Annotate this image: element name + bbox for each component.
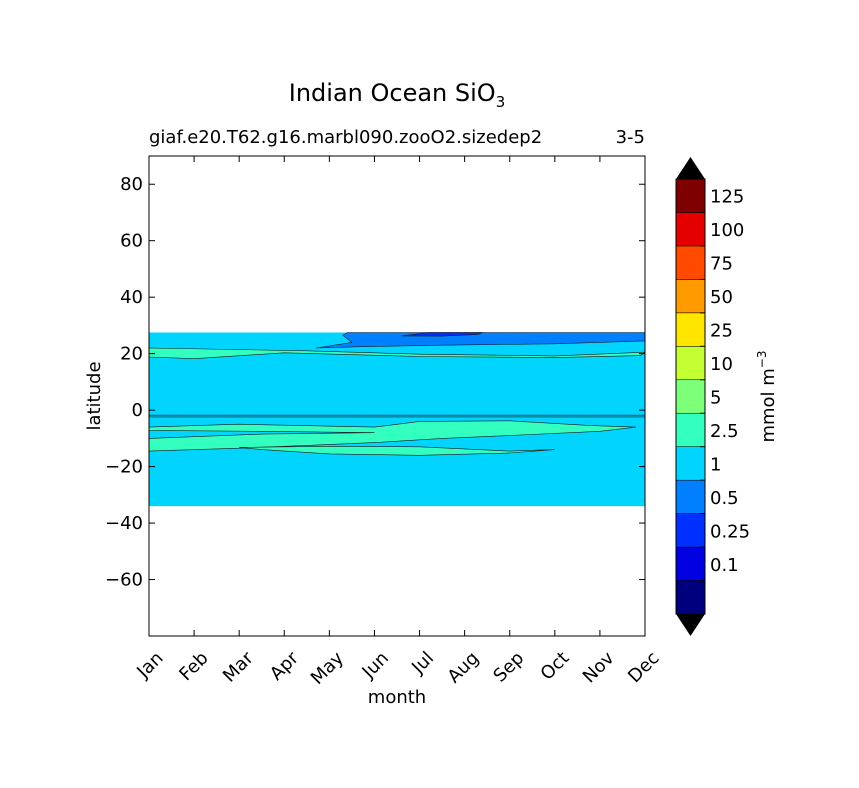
x-tick-label: Mar [219, 647, 258, 686]
colorbar-segment [675, 446, 706, 481]
contour-lines [149, 414, 645, 418]
colorbar-tick-label: 100 [710, 220, 744, 241]
colorbar-tick-label: 125 [710, 187, 744, 208]
plot-frame [148, 155, 646, 637]
x-tick-label: Nov [579, 647, 619, 687]
colorbar-tick-label: 25 [710, 321, 733, 342]
colorbar-segment [675, 412, 706, 447]
y-tick-label: 40 [120, 287, 143, 308]
x-tick-label: Jun [358, 648, 393, 683]
colorbar-tick-label: 1 [710, 454, 721, 475]
colorbar-label-superscript: −3 [755, 350, 769, 368]
chart-title-subscript: 3 [496, 93, 506, 111]
x-tick-label: Oct [537, 648, 574, 685]
y-tick-label: −20 [105, 457, 143, 478]
colorbar-tick-label: 10 [710, 354, 733, 375]
colorbar-segment [675, 312, 706, 347]
y-tick-label: −40 [105, 513, 143, 534]
contour-region-south-band [148, 420, 637, 452]
y-tick-label: 60 [120, 231, 143, 252]
colorbar-tick-label: 0.1 [710, 555, 739, 576]
y-tick-label: 20 [120, 344, 143, 365]
x-axis: Jan Feb Mar Apr May Jun Jul Aug Sep Oct Nov Dec [132, 156, 664, 689]
colorbar-extend-min [676, 614, 705, 636]
chart-subtitle-right: 3-5 [616, 127, 645, 148]
chart-title: Indian Ocean SiO3 [289, 79, 505, 111]
y-axis: 80 60 40 20 0 −20 −40 −60 [105, 174, 645, 591]
y-tick-label: −60 [105, 570, 143, 591]
colorbar-label-text: mmol m [758, 368, 779, 442]
colorbar-tick-label: 0.25 [710, 521, 750, 542]
colorbar-segment [675, 546, 706, 581]
contour-region-south-band-tail [239, 445, 555, 456]
colorbar-tick-label: 5 [710, 388, 721, 409]
colorbar-tick-label: 75 [710, 254, 733, 275]
x-tick-label: Jan [132, 648, 167, 683]
y-tick-label: 80 [120, 174, 143, 195]
colorbar-segment [675, 379, 706, 414]
x-tick-label: Sep [489, 648, 528, 687]
x-tick-label: Apr [266, 647, 303, 684]
y-tick-label: 0 [132, 400, 143, 421]
contour-region-base [149, 332, 645, 507]
chart-title-text: Indian Ocean SiO [289, 79, 496, 107]
chart-subtitle-left: giaf.e20.T62.g16.marbl090.zooO2.sizedep2 [149, 127, 542, 148]
x-tick-label: Jul [407, 648, 438, 679]
contour-region-north-coast-band [148, 347, 646, 360]
x-axis-label: month [368, 687, 426, 708]
colorbar-segment [675, 178, 706, 213]
colorbar-segment [675, 245, 706, 280]
colorbar-segment [675, 513, 706, 548]
colorbar: 0.1 0.25 0.5 1 2.5 5 10 25 50 75 100 125 [675, 157, 750, 636]
contour-regions [148, 332, 646, 507]
colorbar-tick-label: 2.5 [710, 421, 739, 442]
colorbar-segment [675, 479, 706, 514]
x-tick-label: May [307, 647, 348, 688]
colorbar-segment [675, 346, 706, 381]
colorbar-tick-label: 50 [710, 287, 733, 308]
x-tick-label: Feb [175, 648, 212, 685]
colorbar-label: mmol m−3 [755, 350, 779, 442]
colorbar-tick-label: 0.5 [710, 488, 739, 509]
x-tick-label: Aug [444, 648, 484, 688]
colorbar-segment [675, 279, 706, 314]
colorbar-segment [675, 580, 706, 615]
colorbar-outline [675, 178, 706, 615]
y-axis-label: latitude [84, 361, 105, 430]
colorbar-segment [675, 212, 706, 247]
contour-region-arabian-sea-min [401, 332, 483, 337]
colorbar-extend-max [676, 157, 705, 179]
x-tick-label: Dec [624, 648, 663, 687]
